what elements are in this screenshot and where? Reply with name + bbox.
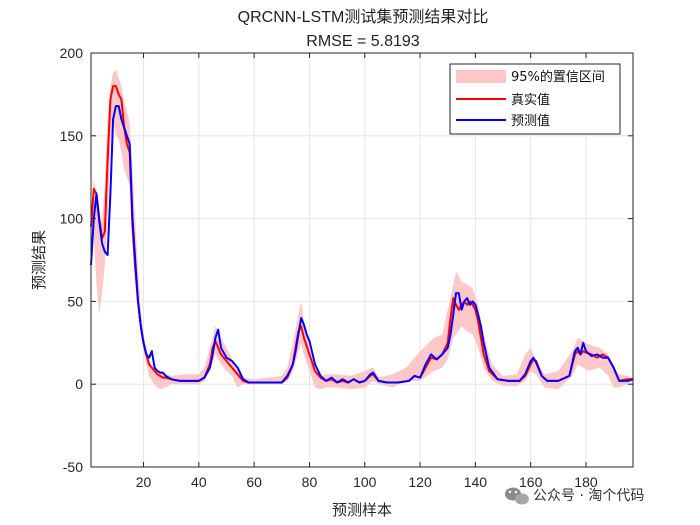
x-tick-label: 180 (574, 474, 598, 490)
legend-swatch-band (456, 70, 506, 83)
x-tick-label: 20 (136, 474, 152, 490)
legend: 95%的置信区间 真实值 预测值 (449, 63, 621, 135)
legend-label-actual: 真实值 (511, 92, 550, 108)
chart-title: QRCNN-LSTM测试集预测结果对比 (238, 8, 489, 26)
x-tick-label: 80 (302, 474, 318, 490)
ticks (91, 52, 633, 468)
watermark: 公众号 · 淘个代码 (505, 487, 644, 505)
x-tick-label: 160 (519, 474, 543, 490)
wechat-icon (505, 487, 529, 505)
x-axis-label: 预测样本 (332, 501, 392, 519)
y-tick-label: 0 (75, 376, 83, 392)
y-tick-label: 200 (60, 45, 84, 61)
series-layer (90, 85, 634, 384)
confidence-band (91, 69, 633, 390)
x-tick-label: 140 (464, 474, 488, 490)
x-tick-label: 100 (353, 474, 377, 490)
y-tick-label: 50 (67, 293, 83, 309)
y-tick-label: 100 (60, 211, 84, 227)
x-tick-label: 60 (246, 474, 262, 490)
watermark-text: 公众号 · 淘个代码 (533, 488, 644, 504)
series-line-predicted (90, 105, 634, 384)
y-axis-label: 预测结果 (30, 230, 48, 290)
tick-labels: 20 40 60 80 100 120 140 160 180 -50 0 50 100 150 200 (60, 45, 598, 490)
x-tick-label: 40 (191, 474, 207, 490)
chart-subtitle: RMSE = 5.8193 (306, 33, 420, 50)
x-tick-label: 120 (408, 474, 432, 490)
confidence-band-layer (91, 69, 633, 390)
plot-frame (90, 52, 634, 468)
legend-label-band: 95%的置信区间 (511, 69, 605, 85)
y-tick-label: 150 (60, 128, 84, 144)
legend-label-predicted: 预测值 (511, 113, 550, 129)
y-tick-label: -50 (63, 459, 83, 475)
